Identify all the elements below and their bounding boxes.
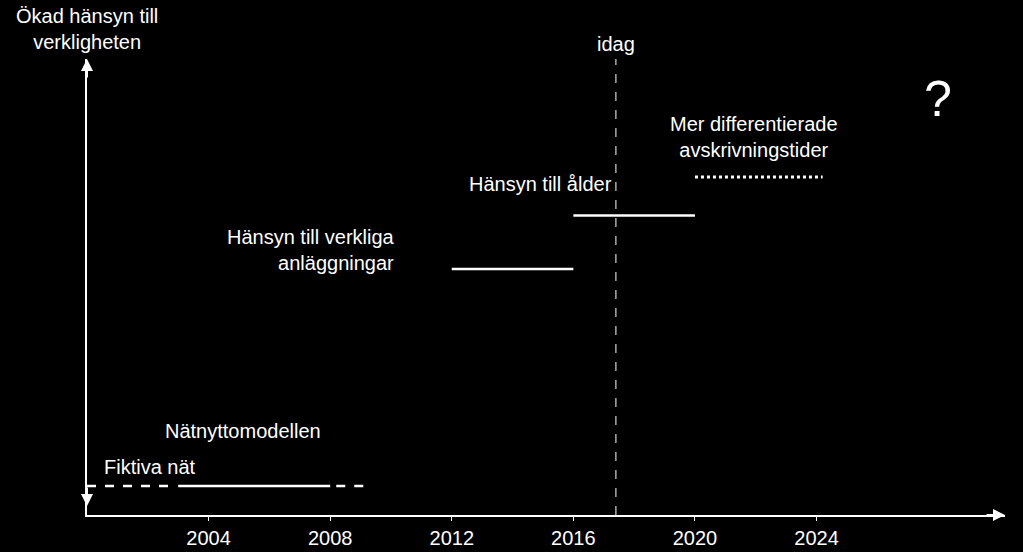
svg-text:Hänsyn till ålder: Hänsyn till ålder [469, 173, 612, 195]
svg-text:2020: 2020 [673, 527, 718, 549]
svg-text:2012: 2012 [430, 527, 475, 549]
svg-text:?: ? [924, 71, 952, 127]
svg-text:Hänsyn till verkligaanläggning: Hänsyn till verkligaanläggningar [227, 226, 395, 274]
svg-text:Mer differentieradeavskrivning: Mer differentieradeavskrivningstider [670, 113, 838, 161]
svg-text:Nätnyttomodellen: Nätnyttomodellen [165, 420, 321, 442]
svg-text:2024: 2024 [794, 527, 839, 549]
svg-text:2008: 2008 [308, 527, 353, 549]
svg-text:Fiktiva nät: Fiktiva nät [104, 456, 196, 478]
svg-text:idag: idag [597, 33, 635, 55]
svg-text:2016: 2016 [551, 527, 596, 549]
svg-text:2004: 2004 [186, 527, 231, 549]
svg-text:Ökad hänsyn tillverkligheten: Ökad hänsyn tillverkligheten [16, 5, 158, 53]
